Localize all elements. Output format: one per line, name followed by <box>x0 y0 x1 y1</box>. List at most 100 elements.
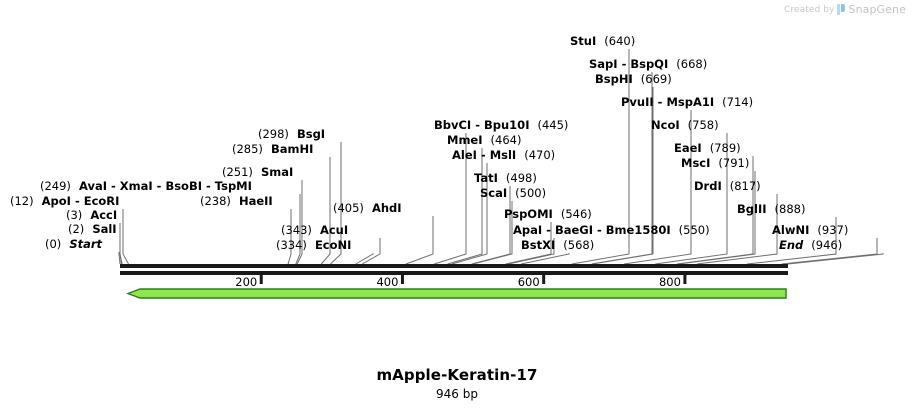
enzyme-name: BaeGI <box>554 223 593 237</box>
enzyme-label-bsgi[interactable]: (298) BsgI <box>258 128 325 141</box>
enzyme-name: SmaI <box>260 165 294 179</box>
enzyme-position: (500) <box>515 186 547 200</box>
enzyme-name-separator: - <box>617 57 631 71</box>
enzyme-name-group: HaeII <box>239 194 273 208</box>
enzyme-label-bsphi[interactable]: BspHI (669) <box>595 73 672 86</box>
enzyme-position: (285) <box>232 142 263 156</box>
enzyme-name: BglII <box>737 202 767 216</box>
enzyme-leader-line <box>330 142 342 265</box>
ruler-tick <box>542 275 546 284</box>
enzyme-name-group: ApaI - BaeGI - Bme1580I <box>513 223 671 237</box>
enzyme-label-start[interactable]: (0) Start <box>45 238 102 251</box>
enzyme-label-mmei[interactable]: MmeI (464) <box>447 134 521 147</box>
enzyme-name: BbvCI <box>434 118 472 132</box>
enzyme-name-group: AcuI <box>320 223 348 237</box>
enzyme-label-end[interactable]: End (946) <box>779 239 842 252</box>
enzyme-name-group: BamHI <box>271 142 313 156</box>
enzyme-leader-line <box>696 194 778 265</box>
enzyme-leader-line <box>624 110 692 265</box>
enzyme-label-apoi[interactable]: (12) ApoI - EcoRI <box>10 195 119 208</box>
enzyme-name: MslI <box>489 148 517 162</box>
enzyme-position: (0) <box>45 237 62 251</box>
enzyme-position: (298) <box>258 127 289 141</box>
enzyme-label-pspomi[interactable]: PspOMI (546) <box>504 208 592 221</box>
enzyme-name: Bpu10I <box>484 118 530 132</box>
enzyme-name: XmaI <box>119 179 153 193</box>
enzyme-label-alwni[interactable]: AlwNI (937) <box>772 224 848 237</box>
sequence-length: 946 bp <box>436 387 478 401</box>
enzyme-name-group: BspHI <box>595 72 633 86</box>
enzyme-label-alei[interactable]: AleI - MslI (470) <box>452 149 555 162</box>
enzyme-position: (817) <box>729 179 761 193</box>
enzyme-position: (568) <box>563 238 595 252</box>
enzyme-label-apai[interactable]: ApaI - BaeGI - Bme1580I (550) <box>513 224 710 237</box>
enzyme-label-bbvci[interactable]: BbvCI - Bpu10I (445) <box>434 119 568 132</box>
enzyme-label-eaei[interactable]: EaeI (789) <box>674 142 741 155</box>
enzyme-leader-line <box>508 238 555 265</box>
enzyme-leader-line <box>119 237 122 265</box>
enzyme-position: (758) <box>687 118 719 132</box>
enzyme-name-group: AhdI <box>372 201 402 215</box>
enzyme-name: AvaI <box>78 179 107 193</box>
enzyme-label-sapi[interactable]: SapI - BspQI (668) <box>589 58 707 71</box>
snapgene-watermark: Created by SnapGene <box>784 3 906 16</box>
feature-arrow-shape[interactable] <box>126 288 787 299</box>
ruler-tick <box>259 275 263 284</box>
enzyme-label-msci[interactable]: MscI (791) <box>681 157 749 170</box>
enzyme-name: Bme1580I <box>605 223 671 237</box>
ruler-tick-label: 400 <box>376 275 399 289</box>
enzyme-name: AlwNI <box>772 223 810 237</box>
enzyme-position: (405) <box>333 201 364 215</box>
enzyme-label-econi[interactable]: (334) EcoNI <box>276 239 351 252</box>
enzyme-position: (668) <box>676 57 708 71</box>
enzyme-leader-line <box>320 157 331 265</box>
watermark-prefix: Created by <box>783 4 835 15</box>
enzyme-label-haeii[interactable]: (238) HaeII <box>200 195 273 208</box>
enzyme-name-separator: - <box>70 194 84 208</box>
enzyme-name: ApaI <box>513 223 543 237</box>
enzyme-label-smai[interactable]: (251) SmaI <box>222 166 293 179</box>
enzyme-label-sali[interactable]: (2) SalI <box>68 223 117 236</box>
enzyme-position: (946) <box>811 238 843 252</box>
ruler-tick-label: 600 <box>517 275 540 289</box>
enzyme-leader-line <box>746 217 837 265</box>
enzyme-name-group: StuI <box>570 34 596 48</box>
enzyme-name: EcoNI <box>314 238 352 252</box>
enzyme-label-bglii[interactable]: BglII (888) <box>737 203 805 216</box>
enzyme-position: (937) <box>817 223 849 237</box>
leader-lines-group <box>118 49 884 265</box>
enzyme-position: (640) <box>604 34 636 48</box>
enzyme-name-separator: - <box>202 179 215 193</box>
ruler-tick <box>683 275 687 284</box>
enzyme-leader-line <box>472 201 513 265</box>
enzyme-label-avai[interactable]: (249) AvaI - XmaI - BsoBI - TspMI <box>40 180 252 193</box>
enzyme-label-drdi[interactable]: DrdI (817) <box>694 180 761 193</box>
feature-arrow-orf[interactable] <box>126 288 787 299</box>
enzyme-position: (546) <box>560 207 592 221</box>
enzyme-position: (251) <box>222 165 253 179</box>
enzyme-label-bstxi[interactable]: BstXI (568) <box>521 239 594 252</box>
enzyme-label-stui[interactable]: StuI (640) <box>570 35 635 48</box>
enzyme-label-ncoi[interactable]: NcoI (758) <box>651 119 719 132</box>
enzyme-name: BamHI <box>270 142 314 156</box>
enzyme-label-tati[interactable]: TatI (498) <box>474 172 537 185</box>
enzyme-label-acci[interactable]: (3) AccI <box>66 209 117 222</box>
enzyme-name-group: DrdI <box>694 179 722 193</box>
enzyme-position: (464) <box>490 133 522 147</box>
enzyme-label-scai[interactable]: ScaI (500) <box>480 187 546 200</box>
enzyme-name-separator: - <box>106 179 120 193</box>
enzyme-name-group: BbvCI - Bpu10I <box>434 118 529 132</box>
enzyme-label-pvuii[interactable]: PvuII - MspA1I (714) <box>621 96 753 109</box>
enzyme-name-group: SalI <box>92 222 116 236</box>
enzyme-label-ahdi[interactable]: (405) AhdI <box>333 202 402 215</box>
enzyme-name: StuI <box>570 34 597 48</box>
enzyme-name: BsoBI <box>165 179 202 193</box>
enzyme-name: SapI <box>589 57 618 71</box>
enzyme-name-separator: - <box>653 95 667 109</box>
enzyme-label-bamhi[interactable]: (285) BamHI <box>232 143 313 156</box>
enzyme-name: AcuI <box>319 223 349 237</box>
enzyme-label-acui[interactable]: (343) AcuI <box>281 224 348 237</box>
enzyme-position: (2) <box>68 222 85 236</box>
enzyme-name-group: NcoI <box>651 118 680 132</box>
enzyme-leader-line <box>520 253 570 265</box>
